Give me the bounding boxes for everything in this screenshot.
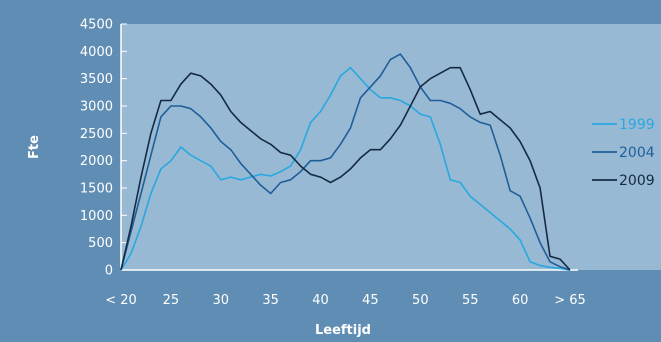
- x-tick-label: 30: [213, 293, 230, 308]
- x-tick-label: < 20: [105, 293, 137, 308]
- series-lines: [120, 53, 571, 271]
- series-line-1999: [120, 66, 571, 271]
- x-tick-label: 50: [412, 293, 429, 308]
- legend: 1999 2004 2009: [592, 117, 655, 189]
- y-tick-label: 1500: [80, 182, 113, 197]
- y-tick-label: 500: [88, 236, 113, 251]
- x-tick-label: 35: [262, 293, 279, 308]
- y-axis-label: Fte: [27, 135, 42, 159]
- legend-item-2004: 2004: [592, 145, 655, 161]
- x-tick-label: 45: [362, 293, 379, 308]
- x-tick-labels: < 20 25 30 35 40 45 50 55 60 > 65: [105, 293, 586, 308]
- y-tick-label: 2500: [80, 127, 113, 142]
- x-tick-label: 25: [163, 293, 180, 308]
- y-tick-label: 1000: [80, 209, 113, 224]
- y-tick-label: 3500: [80, 72, 113, 87]
- x-tick-label: 40: [312, 293, 329, 308]
- y-tick-labels: 0 500 1000 1500 2000 2500 3000 3500 4000 4500: [80, 18, 113, 279]
- plot-area: [121, 24, 661, 270]
- series-line-2009: [120, 66, 571, 271]
- y-tick-label: 3000: [80, 100, 113, 115]
- legend-label: 2004: [619, 145, 655, 161]
- legend-label: 1999: [619, 117, 655, 133]
- y-tick-label: 4000: [80, 45, 113, 60]
- series-line-2004: [120, 53, 571, 271]
- x-axis-label: Leeftijd: [315, 323, 371, 338]
- gridlines: [121, 23, 127, 244]
- axes: [120, 24, 578, 271]
- legend-item-1999: 1999: [592, 117, 655, 133]
- x-tick-label: > 65: [554, 293, 586, 308]
- legend-item-2009: 2009: [592, 173, 655, 189]
- legend-label: 2009: [619, 173, 655, 189]
- y-tick-label: 4500: [80, 18, 113, 33]
- y-tick-label: 2000: [80, 154, 113, 169]
- y-tick-label: 0: [105, 264, 113, 279]
- x-tick-label: 55: [462, 293, 479, 308]
- x-tick-label: 60: [512, 293, 529, 308]
